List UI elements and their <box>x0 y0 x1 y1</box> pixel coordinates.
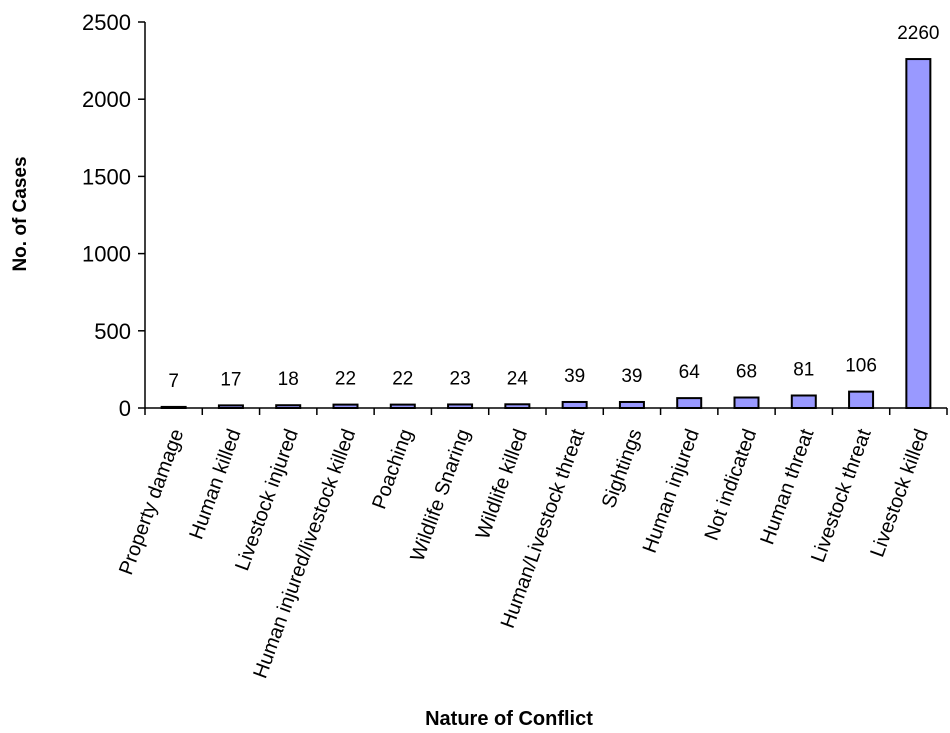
y-tick-label: 2500 <box>82 10 131 35</box>
bar <box>618 400 645 409</box>
data-label: 7 <box>168 371 179 392</box>
data-label: 22 <box>392 369 413 390</box>
bar <box>389 403 416 410</box>
bar <box>905 58 932 409</box>
data-label: 39 <box>564 366 585 387</box>
data-label: 24 <box>507 368 529 389</box>
bar <box>160 405 187 409</box>
data-label: 81 <box>793 359 814 380</box>
x-category-label: Property damage <box>115 426 188 578</box>
y-tick-label: 0 <box>119 396 131 421</box>
data-label: 68 <box>736 362 757 383</box>
x-category-label: Sightings <box>598 426 647 511</box>
y-tick-label: 500 <box>94 319 131 344</box>
x-category-label: Wildlife Snaring <box>407 426 475 564</box>
y-tick-label: 1500 <box>82 164 131 189</box>
x-category-label: Wildlife killed <box>472 426 532 542</box>
x-category-label: Human injured <box>639 426 704 556</box>
y-axis-title: No. of Cases <box>10 156 31 271</box>
data-label: 22 <box>335 369 356 390</box>
data-label: 17 <box>220 369 241 390</box>
y-tick-label: 1000 <box>82 242 131 267</box>
x-category-label: Human injured/livestock killed <box>249 426 360 681</box>
x-axis-title: Nature of Conflict <box>425 708 593 730</box>
data-label: 2260 <box>897 23 939 44</box>
bar <box>332 403 359 410</box>
bar <box>790 394 817 409</box>
x-category-label: Human threat <box>756 426 818 548</box>
x-category-label: Not indicated <box>701 426 762 543</box>
bar <box>217 404 244 410</box>
data-label: 106 <box>845 356 877 377</box>
bar <box>848 390 875 410</box>
data-label: 64 <box>679 362 701 383</box>
bar <box>504 403 531 410</box>
data-label: 18 <box>278 369 299 390</box>
x-category-label: Livestock killed <box>866 426 933 560</box>
x-category-label: Human killed <box>185 426 245 542</box>
y-tick-label: 2000 <box>82 87 131 112</box>
bar <box>733 396 760 409</box>
bar <box>447 403 474 409</box>
data-label: 39 <box>621 366 642 387</box>
bar <box>275 404 302 409</box>
x-category-label: Livestock injured <box>231 426 303 574</box>
x-category-label: Poaching <box>368 426 417 512</box>
bar <box>676 397 703 410</box>
bar <box>561 400 588 409</box>
x-category-label: Livestock threat <box>807 426 876 566</box>
data-label: 23 <box>450 368 471 389</box>
